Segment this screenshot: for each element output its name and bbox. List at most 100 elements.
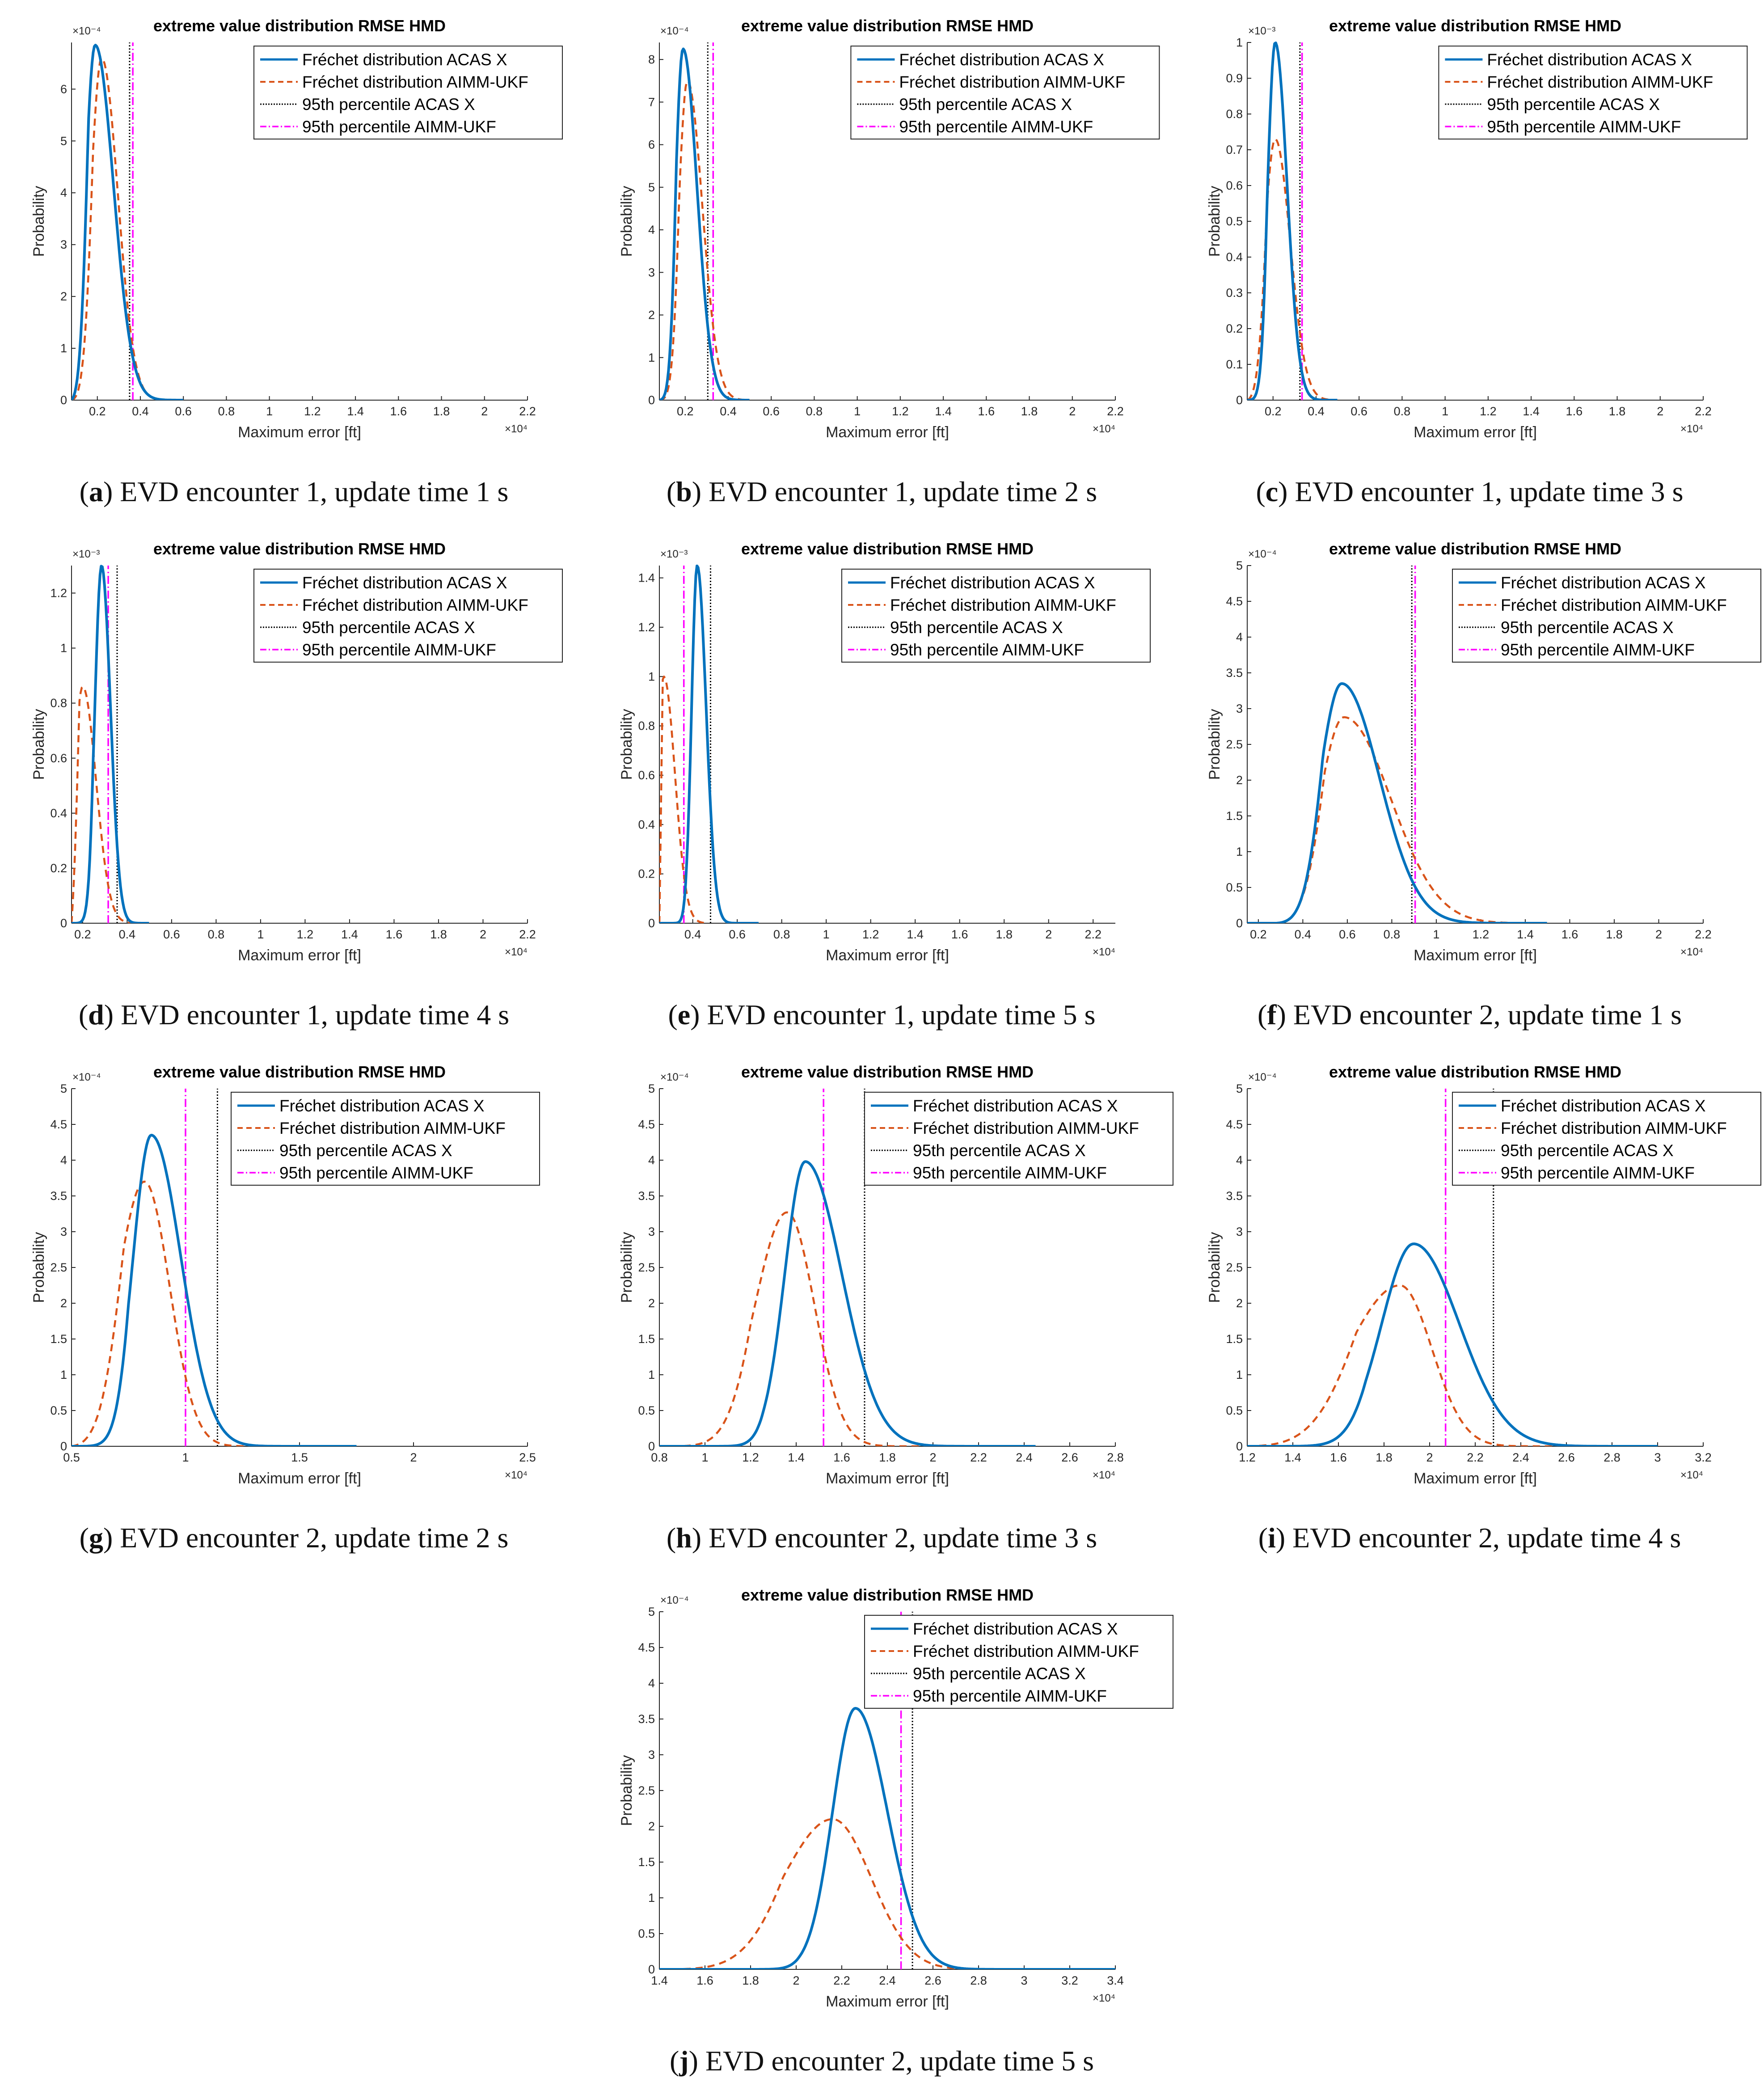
series-line-aimm [72,1180,357,1446]
legend-box [1452,569,1761,663]
caption-letter: e [677,999,691,1031]
legend-label: Fréchet distribution ACAS X [1487,51,1692,69]
x-tick-label: 1 [823,928,830,941]
x-tick-label: 1.2 [297,928,314,941]
legend-label: Fréchet distribution AIMM-UKF [899,73,1125,91]
legend-label: 95th percentile AIMM-UKF [890,641,1084,659]
y-tick-label: 3.5 [638,1712,655,1726]
chart-title: extreme value distribution RMSE HMD [153,1063,446,1081]
x-tick-label: 1.6 [833,1451,850,1464]
y-exponent: ×10⁻⁴ [660,25,689,37]
y-tick-label: 0.9 [1226,72,1243,85]
x-tick-label: 0.8 [806,405,823,418]
y-exponent: ×10⁻⁴ [660,1071,689,1083]
x-tick-label: 2 [1657,405,1663,418]
x-tick-label: 1.4 [1523,405,1540,418]
y-tick-label: 0.5 [638,1404,655,1417]
y-tick-label: 4 [648,1677,655,1690]
x-tick-label: 0.6 [763,405,780,418]
x-tick-label: 0.8 [773,928,790,941]
chart-panel-j: 1.4 1.6 1.8 2 2.2 2.4 2.6 2.8 3 3.2 3.4 0 0.5 1 1.5 2 2.… [588,1569,1176,2092]
x-tick-label: 2.2 [1085,928,1101,941]
x-tick-label: 2.2 [1695,928,1712,941]
x-tick-label: 1.8 [1021,405,1038,418]
chart-panel-e: 0.4 0.6 0.8 1 1.2 1.4 1.6 1.8 2 2.2 0 0.2 0.4 0.6 0.8 1… [588,523,1176,1046]
x-tick-label: 2.6 [1558,1451,1575,1464]
x-exponent: ×10⁴ [1680,1469,1703,1481]
y-tick-label: 3.5 [50,1189,67,1203]
x-tick-label: 3.2 [1695,1451,1712,1464]
y-tick-label: 6 [60,82,67,96]
x-tick-label: 2.4 [879,1974,896,1987]
legend-label: 95th percentile ACAS X [899,95,1072,114]
x-tick-label: 1.8 [996,928,1013,941]
legend-label: 95th percentile ACAS X [913,1664,1086,1683]
panel-caption: (f) EVD encounter 2, update time 1 s [1176,995,1764,1035]
x-axis-label: Maximum error [ft] [826,424,949,441]
x-tick-label: 0.4 [1295,928,1312,941]
caption-open-paren: ( [1257,999,1267,1031]
y-tick-label: 3 [1236,702,1243,715]
y-tick-label: 8 [648,53,655,66]
x-tick-label: 1.6 [1330,1451,1347,1464]
series-line-acas [1247,682,1548,923]
y-axis-label: Probability [618,709,635,780]
y-tick-label: 4.5 [1226,1118,1243,1131]
y-axis-label: Probability [30,709,47,780]
x-exponent: ×10⁴ [1093,423,1115,435]
x-tick-label: 1.8 [879,1451,896,1464]
chart-title: extreme value distribution RMSE HMD [1329,1063,1621,1081]
legend-box [253,46,563,139]
caption-open-paren: ( [79,1522,89,1554]
legend-label: 95th percentile AIMM-UKF [1487,118,1681,136]
legend-box [864,1615,1173,1709]
y-axis-label: Probability [1206,186,1223,257]
legend-label: Fréchet distribution ACAS X [890,574,1095,592]
y-tick-label: 0.5 [1226,881,1243,894]
y-tick-label: 0.5 [1226,1404,1243,1417]
y-exponent: ×10⁻⁴ [1248,1071,1277,1083]
x-tick-label: 1.8 [1376,1451,1393,1464]
x-tick-label: 0.6 [1339,928,1356,941]
y-tick-label: 3 [60,1225,67,1238]
chart-svg: 0.8 1 1.2 1.4 1.6 1.8 2 2.2 2.4 2.6 2.8 0 0.5 1 1.5 2 2.… [618,1063,1173,1487]
y-exponent: ×10⁻⁴ [72,25,101,37]
chart-panel-b: 0.2 0.4 0.6 0.8 1 1.2 1.4 1.6 1.8 2 2.2 0 1 2 3 4 5 6 7 8 ×1… [588,0,1176,523]
y-axis-label: Probability [618,186,635,257]
series-line-aimm [659,676,704,923]
y-tick-label: 3 [648,1225,655,1238]
caption-open-paren: ( [668,999,678,1031]
y-exponent: ×10⁻⁴ [660,1594,689,1606]
panel-caption: (a) EVD encounter 1, update time 1 s [0,472,588,512]
chart-panel-a: 0.2 0.4 0.6 0.8 1 1.2 1.4 1.6 1.8 2 2.2 0 1 2 3 4 5 6 ×10⁻… [0,0,588,523]
legend: Fréchet distribution ACAS X Fréchet distr… [864,1615,1173,1709]
caption-letter: a [89,476,103,507]
x-tick-label: 1 [701,1451,708,1464]
y-tick-label: 1 [60,342,67,355]
legend-label: Fréchet distribution AIMM-UKF [1501,1119,1727,1137]
series-line-aimm [659,1211,1036,1446]
x-tick-label: 0.5 [63,1451,80,1464]
x-tick-label: 2.8 [970,1974,987,1987]
legend-box [1452,1092,1761,1186]
y-tick-label: 5 [648,181,655,194]
x-axis-label: Maximum error [ft] [826,1993,949,2010]
y-tick-label: 3.5 [1226,666,1243,680]
legend-label: Fréchet distribution AIMM-UKF [302,596,528,614]
x-tick-label: 1.4 [907,928,924,941]
y-tick-label: 3.5 [1226,1189,1243,1203]
caption-letter: g [89,1522,103,1554]
series-line-acas [1247,1242,1658,1446]
x-tick-label: 0.4 [119,928,136,941]
legend: Fréchet distribution ACAS X Fréchet distr… [253,46,563,139]
x-tick-label: 1.8 [742,1974,759,1987]
x-tick-label: 1.6 [951,928,968,941]
y-tick-label: 2 [60,290,67,303]
chart-svg: 0.2 0.4 0.6 0.8 1 1.2 1.4 1.6 1.8 2 2.2 0 1 2 3 4 5 6 ×10⁻… [30,17,563,441]
legend-box [1438,46,1748,139]
y-tick-label: 5 [1236,559,1243,572]
y-tick-label: 5 [60,1082,67,1095]
chart-panel-h: 0.8 1 1.2 1.4 1.6 1.8 2 2.2 2.4 2.6 2.8 0 0.5 1 1.5 2 2.… [588,1046,1176,1569]
legend-label: Fréchet distribution ACAS X [899,51,1104,69]
